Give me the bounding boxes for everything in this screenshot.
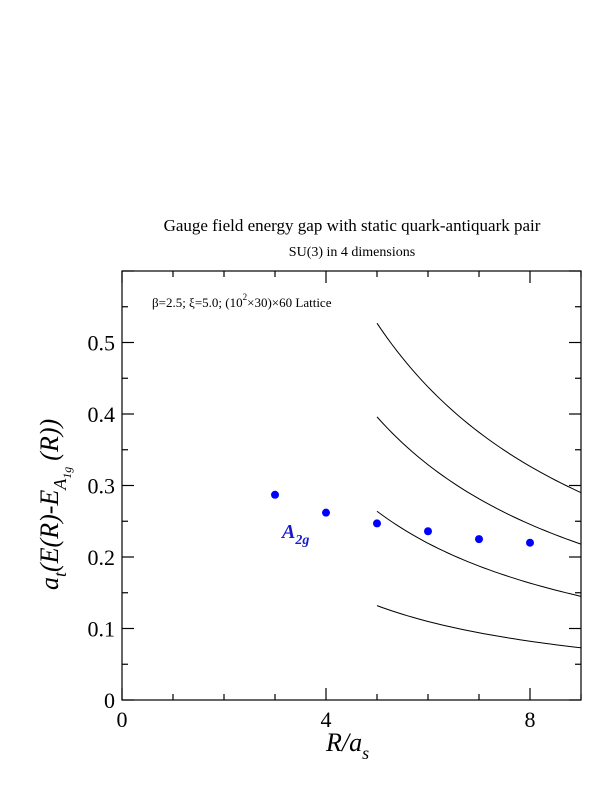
- axis-ticks: [121, 270, 582, 701]
- x-tick-label: 8: [525, 707, 536, 732]
- reference-curve: [376, 416, 582, 545]
- series-label-a2g: A2g: [280, 521, 309, 548]
- data-point: [271, 490, 279, 499]
- data-point: [322, 508, 330, 517]
- y-tick-label: 0.4: [88, 402, 116, 427]
- y-axis-label: at(E(R)-EA1g (R)): [35, 419, 74, 590]
- reference-curve: [376, 510, 582, 597]
- y-tick-label: 0.2: [88, 545, 116, 570]
- y-axis-label-sub-a: A: [50, 478, 70, 491]
- lattice-annotation: β=2.5; ξ=5.0; (102×30)×60 Lattice: [152, 292, 332, 310]
- y-axis-label-post: (R)): [35, 419, 64, 461]
- x-axis-label: R/as: [325, 728, 369, 763]
- data-points: [271, 490, 534, 547]
- annotation-pre: β=2.5; ξ=5.0; (10: [152, 295, 243, 310]
- data-point: [424, 527, 432, 536]
- series-label-main: A: [280, 521, 295, 543]
- x-tick-label: 4: [321, 707, 332, 732]
- x-axis-label-main: R/a: [325, 728, 362, 757]
- annotation-sup: 2: [243, 292, 248, 302]
- data-point: [475, 535, 483, 544]
- y-tick-label: 0.1: [88, 617, 116, 642]
- reference-curve: [376, 605, 582, 649]
- axis-tick-labels: 0 4 8 0 0.1 0.2 0.3 0.4 0.5: [88, 331, 536, 733]
- plot-frame: [121, 270, 582, 701]
- x-tick-label: 0: [117, 707, 128, 732]
- y-tick-label: 0.5: [88, 331, 116, 356]
- series-label-sub: 2g: [294, 533, 309, 548]
- y-axis-label-sub-1g: 1g: [60, 467, 74, 479]
- chart-subtitle: SU(3) in 4 dimensions: [289, 245, 415, 260]
- reference-curve: [376, 322, 582, 494]
- y-axis-label-pre: a: [35, 577, 64, 590]
- y-tick-label: 0.3: [88, 474, 116, 499]
- reference-curves: [376, 322, 582, 649]
- data-point: [526, 538, 534, 547]
- y-tick-label: 0: [104, 688, 115, 713]
- data-point: [373, 519, 381, 528]
- y-axis-label-mid: (E(R)-E: [35, 490, 64, 572]
- y-axis-label-sub-t: t: [50, 571, 70, 577]
- annotation-post: ×30)×60 Lattice: [247, 295, 332, 310]
- chart-title: Gauge field energy gap with static quark…: [164, 216, 541, 235]
- x-axis-label-sub: s: [362, 743, 369, 763]
